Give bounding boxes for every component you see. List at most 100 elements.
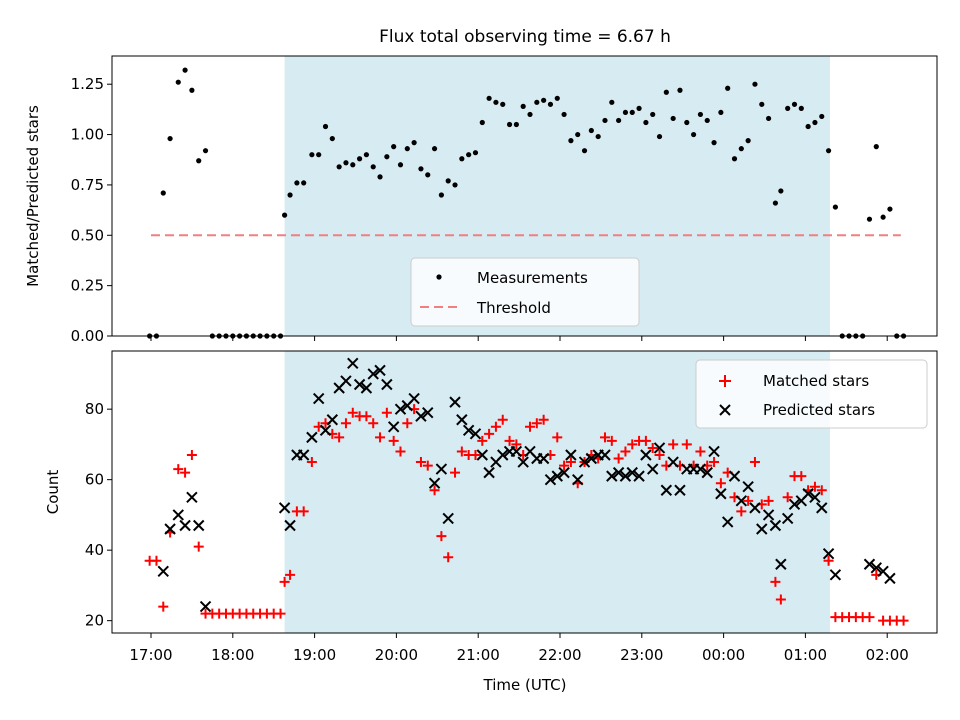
measurement-point bbox=[202, 148, 209, 154]
predicted-star-point bbox=[863, 558, 876, 570]
measurement-point bbox=[622, 109, 629, 116]
measurement-point bbox=[493, 99, 499, 105]
measurement-point bbox=[772, 200, 779, 206]
measurement-point bbox=[459, 156, 465, 162]
matched-star-point bbox=[298, 506, 309, 517]
measurement-point bbox=[486, 95, 492, 101]
top-axes-frame bbox=[111, 55, 938, 337]
bottom-x-tick-label: 00:00 bbox=[702, 646, 745, 664]
matched-star-point bbox=[334, 432, 345, 443]
bottom-x-tick-label: 20:00 bbox=[375, 646, 418, 664]
top-y-tick-label: 0.00 bbox=[71, 327, 104, 345]
measurement-point bbox=[160, 190, 166, 196]
matched-star-point bbox=[749, 457, 760, 468]
measurement-point bbox=[812, 119, 818, 126]
predicted-star-point bbox=[483, 466, 495, 479]
matched-star-point bbox=[470, 449, 481, 460]
legend-measurements-marker bbox=[436, 274, 442, 280]
predicted-star-point bbox=[476, 449, 488, 461]
predicted-star-point bbox=[721, 516, 734, 528]
measurement-point bbox=[636, 105, 642, 111]
matched-star-point bbox=[151, 555, 162, 566]
matched-star-point bbox=[436, 531, 447, 542]
predicted-star-point bbox=[558, 466, 570, 479]
matched-star-point bbox=[347, 407, 358, 418]
matched-star-point bbox=[186, 449, 197, 460]
predicted-star-point bbox=[735, 495, 748, 507]
measurement-point bbox=[547, 101, 554, 107]
predicted-star-point bbox=[829, 569, 842, 581]
matched-star-point bbox=[620, 446, 631, 457]
legend-matched-label: Matched stars bbox=[763, 372, 869, 390]
measurement-point bbox=[798, 105, 804, 111]
predicted-star-point bbox=[510, 445, 523, 458]
bottom-x-tick-label: 02:00 bbox=[866, 646, 909, 664]
matched-star-point bbox=[395, 446, 406, 457]
measurement-point bbox=[431, 146, 438, 152]
matched-star-point bbox=[816, 485, 827, 496]
measurement-point bbox=[704, 117, 710, 124]
top-y-tick-label: 0.25 bbox=[71, 277, 104, 295]
measurement-point bbox=[336, 164, 342, 170]
matched-star-point bbox=[285, 569, 296, 580]
predicted-star-point bbox=[578, 456, 591, 468]
measurement-point bbox=[425, 172, 431, 178]
measurement-point bbox=[534, 99, 540, 105]
measurement-point bbox=[684, 119, 690, 126]
measurement-point bbox=[301, 180, 307, 186]
measurement-point bbox=[363, 152, 370, 158]
matched-star-point bbox=[763, 495, 774, 506]
predicted-star-point bbox=[769, 519, 782, 532]
measurement-point bbox=[866, 216, 873, 222]
predicted-star-point bbox=[186, 491, 198, 503]
predicted-star-point bbox=[653, 442, 666, 454]
predicted-star-point bbox=[367, 368, 379, 380]
bottom-y-ticks: 20 40 60 80 bbox=[85, 400, 112, 630]
measurement-point bbox=[411, 140, 417, 146]
bottom-x-tick-label: 18:00 bbox=[211, 646, 254, 664]
predicted-star-point bbox=[708, 445, 720, 458]
bottom-x-tick-label: 19:00 bbox=[293, 646, 336, 664]
predicted-star-point bbox=[199, 600, 212, 613]
predicted-star-point bbox=[565, 449, 577, 461]
top-title: Flux total observing time = 6.67 h bbox=[379, 27, 671, 47]
matched-star-point bbox=[402, 418, 413, 429]
measurement-point bbox=[873, 144, 879, 150]
matched-star-point bbox=[681, 439, 692, 450]
matched-star-point bbox=[368, 418, 379, 429]
bottom-count-points bbox=[144, 357, 909, 626]
matched-star-point bbox=[306, 457, 317, 468]
predicted-star-point bbox=[387, 421, 400, 433]
legend-predicted-marker bbox=[719, 404, 731, 416]
predicted-star-point bbox=[870, 562, 883, 574]
top-y-tick-label: 0.50 bbox=[71, 226, 104, 244]
measurement-point bbox=[616, 117, 622, 124]
predicted-star-point bbox=[715, 488, 727, 500]
matched-star-point bbox=[647, 442, 658, 453]
predicted-star-point bbox=[164, 523, 176, 535]
predicted-star-point bbox=[381, 378, 393, 391]
predicted-star-point bbox=[442, 512, 454, 525]
matched-star-point bbox=[375, 432, 386, 443]
predicted-star-point bbox=[585, 452, 598, 465]
predicted-star-point bbox=[497, 449, 509, 461]
measurement-point bbox=[472, 150, 479, 156]
top-y-ticks: 0.00 0.25 0.50 0.75 1.00 1.25 bbox=[71, 75, 112, 345]
predicted-star-point bbox=[449, 396, 461, 408]
predicted-star-point bbox=[462, 424, 475, 437]
matched-star-point bbox=[173, 464, 184, 475]
predicted-star-point bbox=[347, 357, 359, 370]
measurement-point bbox=[404, 146, 410, 152]
predicted-star-point bbox=[422, 406, 434, 419]
matched-star-point bbox=[736, 506, 747, 517]
measurement-point bbox=[718, 109, 724, 116]
legend-threshold-label: Threshold bbox=[476, 299, 551, 317]
predicted-star-point bbox=[646, 463, 659, 475]
measurement-point bbox=[343, 160, 349, 166]
predicted-star-point bbox=[544, 473, 557, 486]
predicted-star-point bbox=[788, 498, 801, 511]
top-legend: Measurements Threshold bbox=[410, 257, 640, 327]
matched-star-point bbox=[898, 615, 909, 626]
measurement-point bbox=[309, 152, 315, 158]
